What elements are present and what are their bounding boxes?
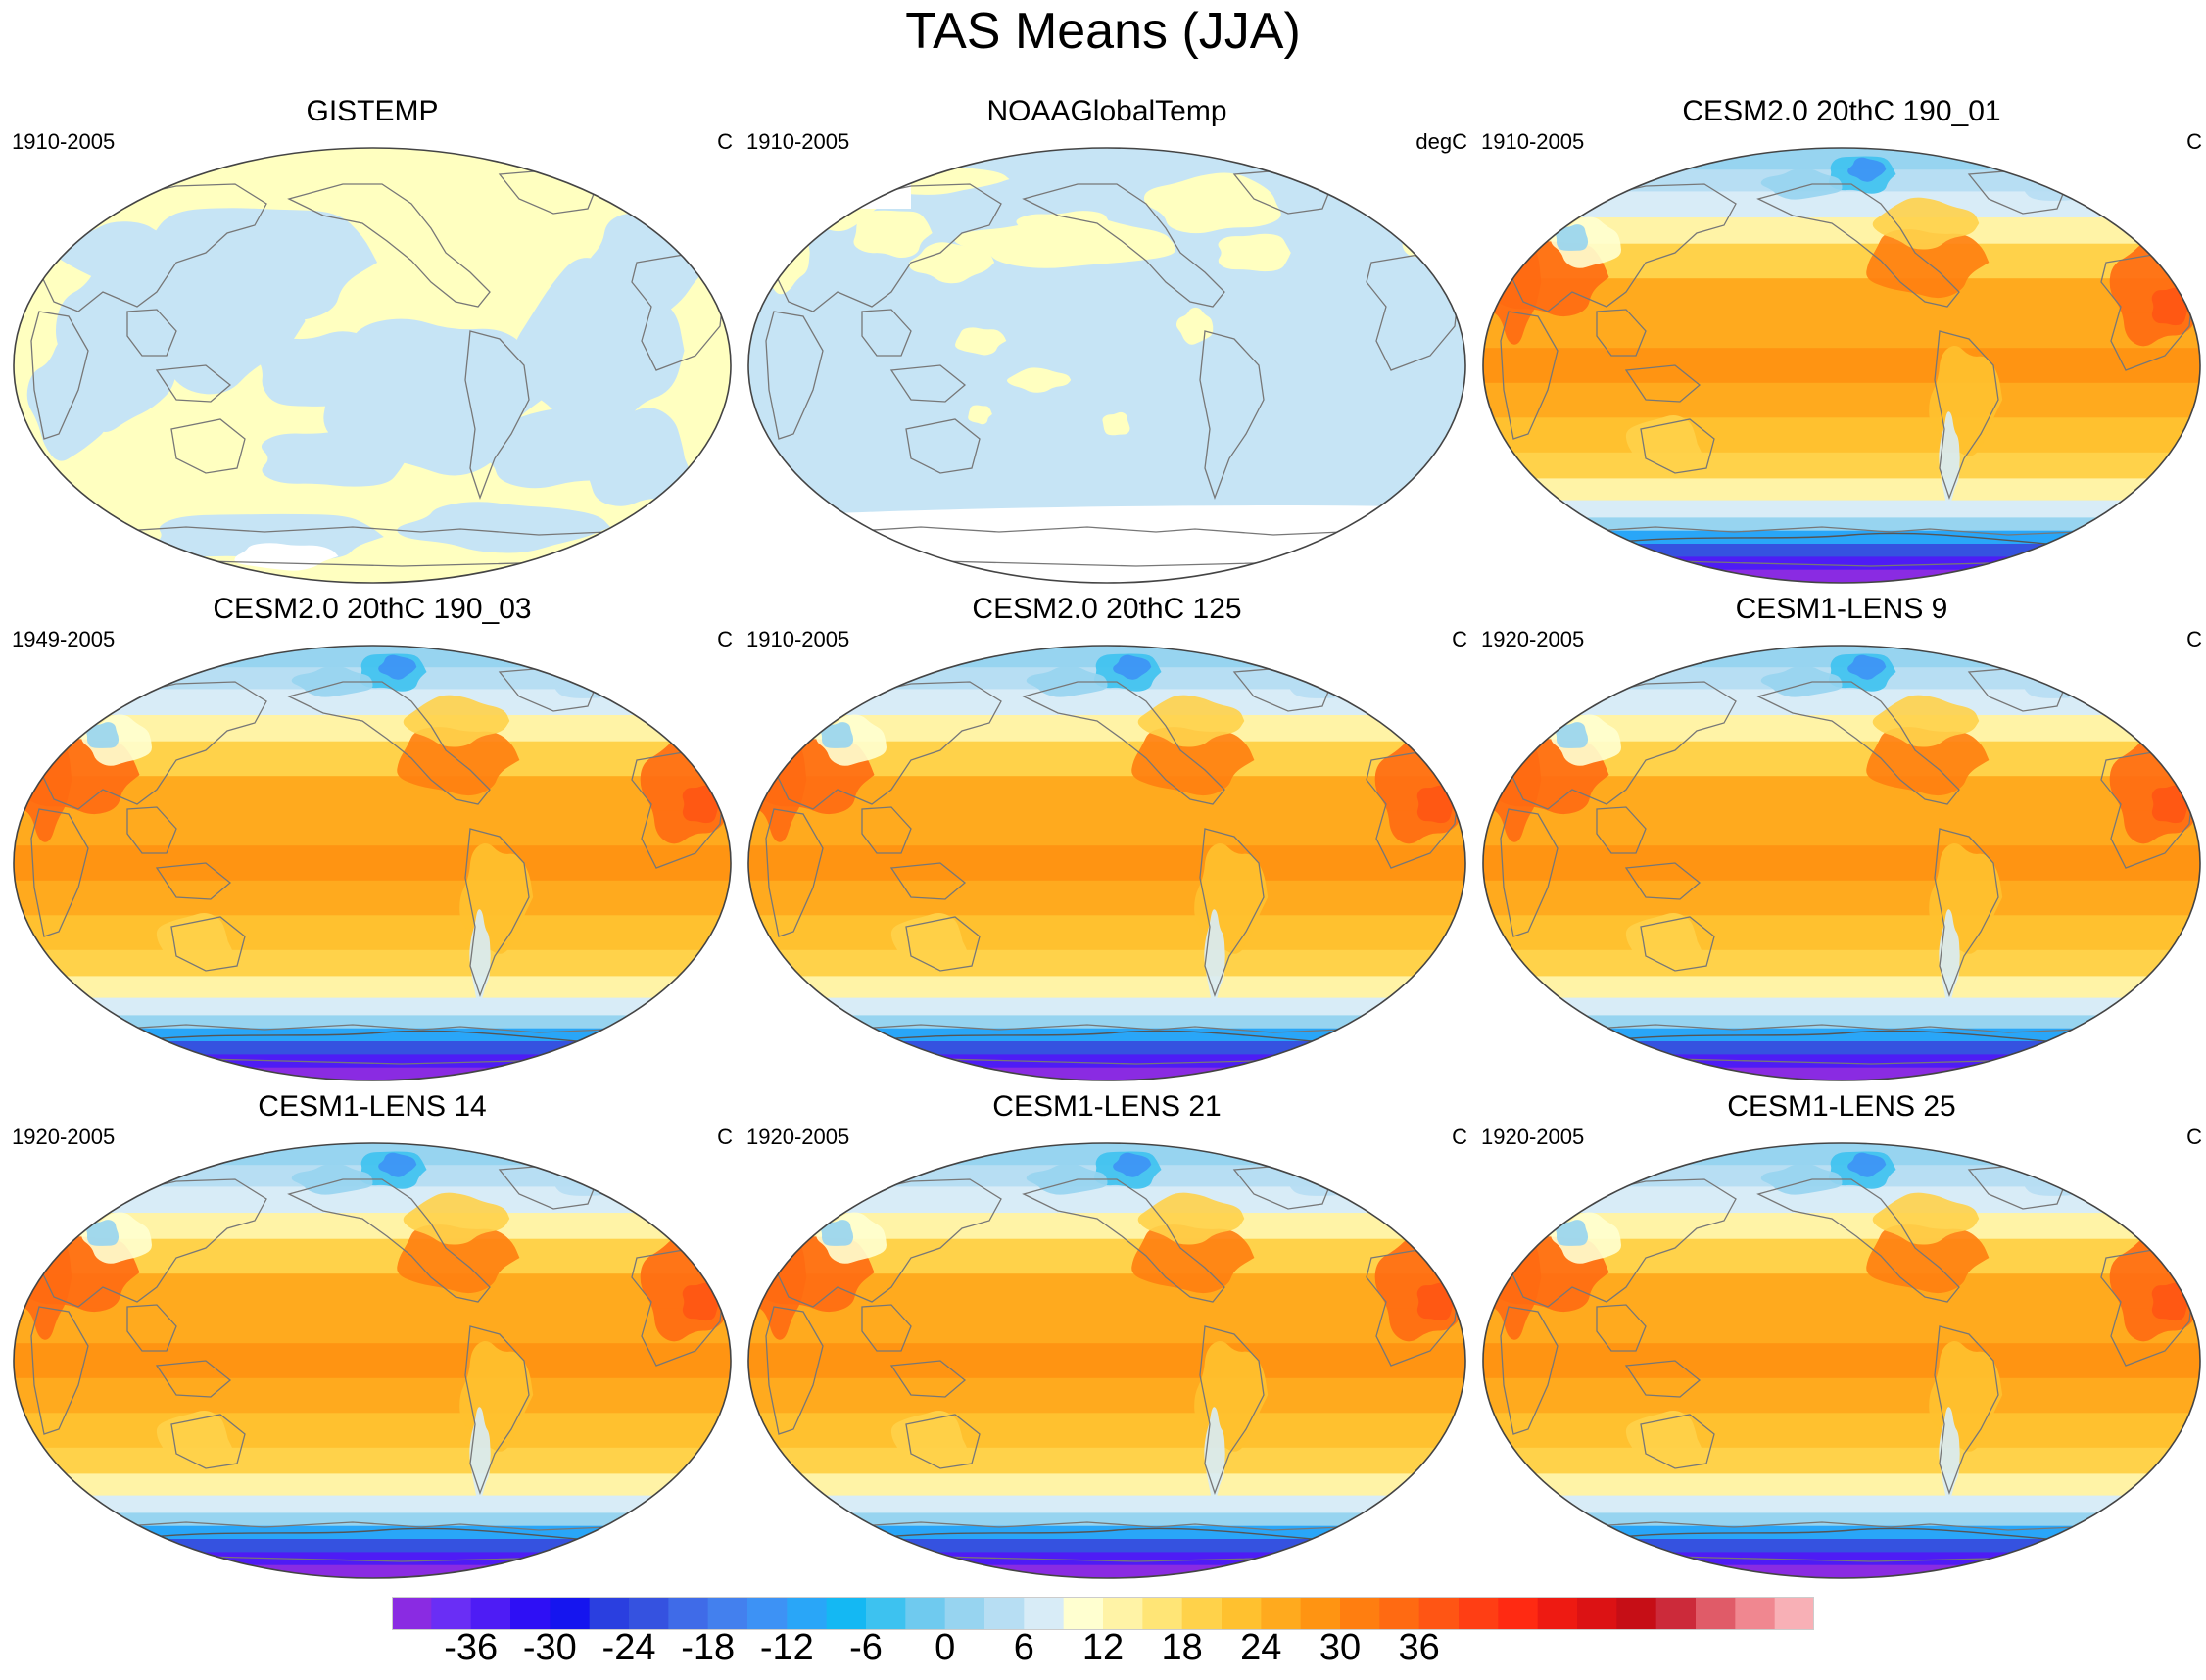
colorbar-tick-label: 30 (1319, 1627, 1362, 1668)
colorbar-swatch (1222, 1597, 1262, 1630)
colorbar-swatch (510, 1597, 551, 1630)
world-map (1482, 645, 2201, 1081)
colorbar-labels: -36 -30 -24 -18 -12 -6 0 6 12 18 24 30 36 (0, 1626, 2206, 1675)
panel-period: 1920-2005 (1481, 1125, 1585, 1149)
world-map (747, 1142, 1466, 1579)
colorbar-tick-label: -6 (849, 1627, 883, 1668)
colorbar-swatch (984, 1597, 1025, 1630)
colorbar-swatch (629, 1597, 669, 1630)
panel-units: C (717, 129, 733, 154)
colorbar-swatch (1103, 1597, 1143, 1630)
panel-units: C (717, 1125, 733, 1149)
world-map (13, 1142, 732, 1579)
panel-title: CESM2.0 20thC 125 (972, 593, 1242, 625)
colorbar-swatch (826, 1597, 867, 1630)
panel-period: 1910-2005 (1481, 129, 1585, 154)
colorbar-swatch (1655, 1597, 1697, 1630)
colorbar-swatch (1418, 1597, 1460, 1630)
world-map (747, 147, 1466, 584)
colorbar-swatch (707, 1597, 748, 1630)
colorbar-tick-label: 12 (1081, 1627, 1125, 1668)
panel-title: CESM1-LENS 21 (992, 1090, 1222, 1123)
colorbar-tick-label: 24 (1240, 1627, 1282, 1668)
colorbar-tick-label: -36 (444, 1627, 499, 1668)
map-panel-7: CESM1-LENS 14 1920-2005 C (10, 1089, 735, 1579)
panel-period: 1910-2005 (12, 129, 116, 154)
colorbar-swatch (1696, 1597, 1736, 1630)
world-map (1482, 1142, 2201, 1579)
colorbar-swatch (1577, 1597, 1617, 1630)
world-map (13, 147, 732, 584)
colorbar-swatch (747, 1597, 788, 1630)
panel-title: CESM1-LENS 25 (1727, 1090, 1956, 1123)
colorbar-swatch (392, 1597, 432, 1630)
panel-units: C (2186, 1125, 2202, 1149)
colorbar-swatch (1498, 1597, 1539, 1630)
colorbar-swatch (589, 1597, 630, 1630)
world-map (13, 645, 732, 1081)
colorbar-tick-label: -24 (601, 1627, 656, 1668)
colorbar-swatch (1459, 1597, 1499, 1630)
colorbar-swatch (1616, 1597, 1657, 1630)
panel-period: 1920-2005 (1481, 627, 1585, 651)
panel-units: C (717, 627, 733, 651)
colorbar-swatch (470, 1597, 511, 1630)
panel-title: GISTEMP (306, 95, 439, 127)
colorbar-swatch (1774, 1597, 1814, 1630)
colorbar-swatch (1063, 1597, 1104, 1630)
panel-period: 1920-2005 (12, 1125, 116, 1149)
colorbar-tick-label: 18 (1161, 1627, 1203, 1668)
colorbar-swatch (1181, 1597, 1223, 1630)
world-map (1482, 147, 2201, 584)
colorbar-swatch (1537, 1597, 1578, 1630)
panel-units: C (2186, 627, 2202, 651)
panel-units: degC (1415, 129, 1467, 154)
panel-title: CESM2.0 20thC 190_01 (1682, 95, 2001, 127)
map-panel-5: CESM2.0 20thC 125 1910-2005 C (744, 592, 1469, 1081)
map-panel-1: GISTEMP 1910-2005 C (10, 94, 735, 584)
colorbar-swatch (1379, 1597, 1420, 1630)
colorbar-swatch (1735, 1597, 1776, 1630)
panel-units: C (2186, 129, 2202, 154)
colorbar-tick-label: -12 (759, 1627, 814, 1668)
colorbar-swatch (431, 1597, 472, 1630)
map-panel-3: CESM2.0 20thC 190_01 1910-2005 C (1479, 94, 2204, 584)
panel-title: NOAAGlobalTemp (986, 95, 1227, 127)
panel-period: 1920-2005 (746, 1125, 850, 1149)
colorbar-tick-label: -18 (681, 1627, 736, 1668)
map-panel-8: CESM1-LENS 21 1920-2005 C (744, 1089, 1469, 1579)
colorbar-tick-label: -30 (522, 1627, 577, 1668)
colorbar-swatch (905, 1597, 946, 1630)
colorbar-swatch (1261, 1597, 1302, 1630)
panel-title: CESM1-LENS 9 (1735, 593, 1948, 625)
colorbar-swatch (1142, 1597, 1183, 1630)
panel-period: 1910-2005 (746, 627, 850, 651)
colorbar-swatch (944, 1597, 985, 1630)
map-panel-4: CESM2.0 20thC 190_03 1949-2005 C (10, 592, 735, 1081)
world-map (747, 645, 1466, 1081)
figure-title: TAS Means (JJA) (905, 3, 1301, 60)
map-panel-9: CESM1-LENS 25 1920-2005 C (1479, 1089, 2204, 1579)
map-panel-2: NOAAGlobalTemp 1910-2005 degC (744, 94, 1469, 584)
panel-title: CESM1-LENS 14 (258, 1090, 487, 1123)
colorbar-tick-label: 36 (1398, 1627, 1440, 1668)
colorbar-swatch (668, 1597, 709, 1630)
colorbar-swatch (1340, 1597, 1380, 1630)
colorbar-tick-label: 0 (935, 1627, 956, 1668)
panel-period: 1910-2005 (746, 129, 850, 154)
colorbar-swatch (787, 1597, 828, 1630)
panel-units: C (1452, 627, 1467, 651)
colorbar-tick-label: 6 (1013, 1627, 1034, 1668)
map-panel-6: CESM1-LENS 9 1920-2005 C (1479, 592, 2204, 1081)
colorbar-swatch (866, 1597, 906, 1630)
colorbar-swatch (550, 1597, 591, 1630)
colorbar-swatch (1300, 1597, 1341, 1630)
panel-units: C (1452, 1125, 1467, 1149)
panel-period: 1949-2005 (12, 627, 116, 651)
colorbar (392, 1597, 1814, 1630)
colorbar-swatch (1024, 1597, 1065, 1630)
panel-title: CESM2.0 20thC 190_03 (213, 593, 532, 625)
